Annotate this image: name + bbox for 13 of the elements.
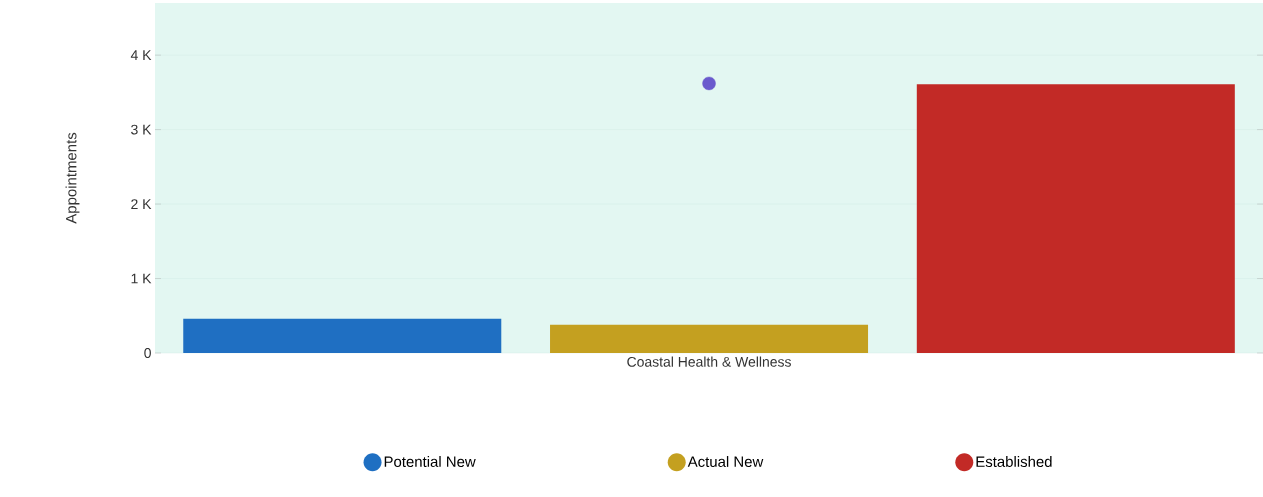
y-tick-label: 2 K (131, 199, 152, 209)
y-tick-label: 3 K (131, 124, 152, 135)
legend-label: Actual New (687, 456, 764, 467)
bar (916, 84, 1235, 353)
legend-label: Established (976, 456, 1052, 467)
x-tick-label: Coastal Health & Wellness (627, 356, 791, 367)
y-axis-title: Appointments (65, 132, 80, 224)
bar (550, 324, 869, 353)
y-tick-label: 0 (144, 348, 151, 358)
legend-label: Potential New (384, 456, 476, 467)
bar (183, 318, 502, 353)
y-tick-label: 1 K (131, 273, 152, 284)
y-tick-label: 4 K (130, 50, 152, 60)
